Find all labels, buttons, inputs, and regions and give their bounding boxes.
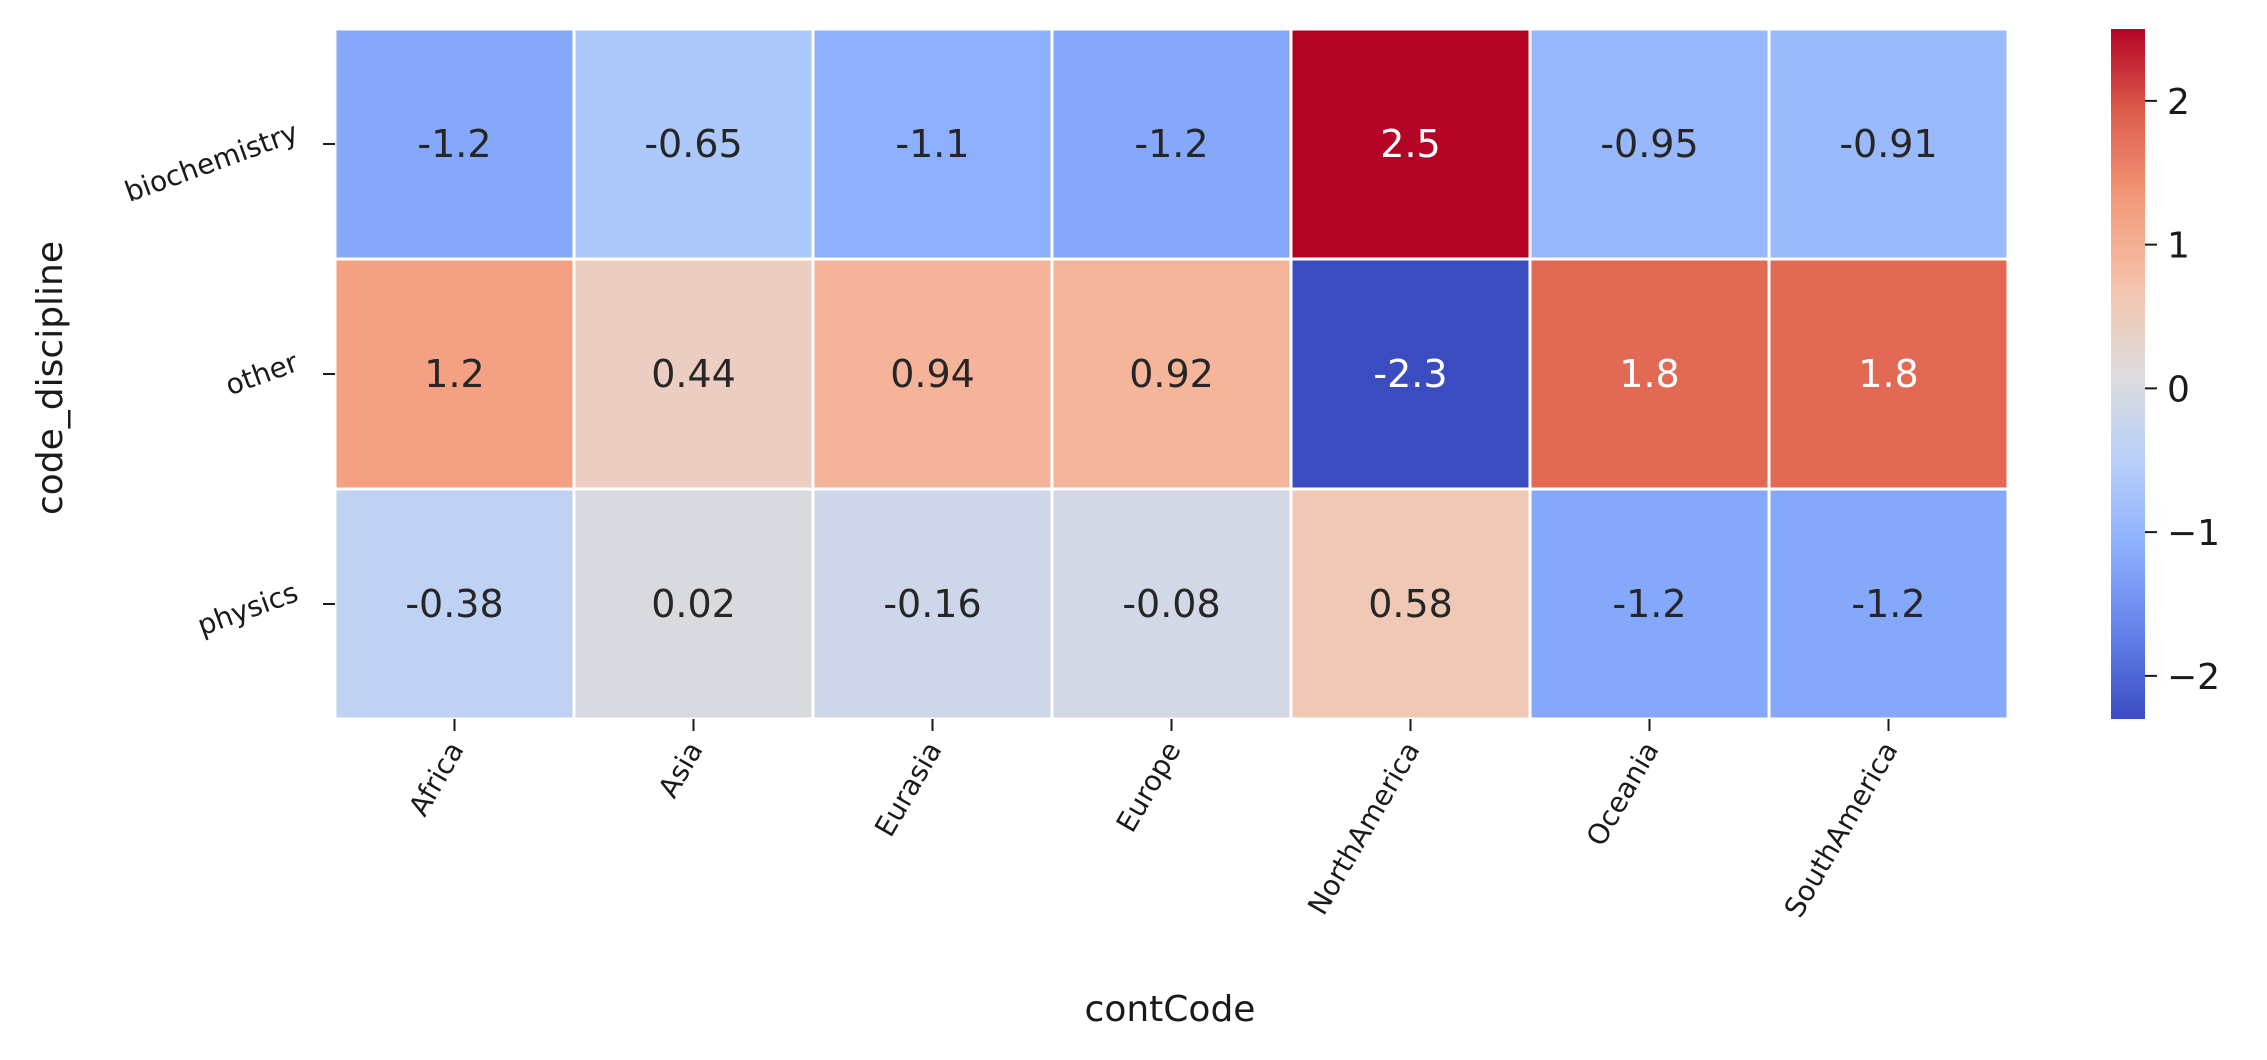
cell-value-label: -1.2 [1134, 122, 1208, 166]
heatmap-cell-physics-europe [1050, 487, 1293, 721]
heatmap-cell-physics-eurasia [811, 487, 1054, 721]
colorbar-tick-label: −2 [2167, 657, 2220, 698]
cell-value-label: 2.5 [1380, 122, 1440, 166]
heatmap-cell-biochemistry-eurasia [811, 27, 1054, 261]
heatmap-cell-other-northamerica [1289, 257, 1532, 491]
heatmap-cell-other-asia [572, 257, 815, 491]
colorbar-tick-label: 0 [2167, 369, 2190, 410]
colorbar-tick-label: −1 [2167, 513, 2220, 554]
cell-value-label: -1.2 [417, 122, 491, 166]
colorbar-tick-label: 2 [2167, 82, 2190, 123]
x-axis-label: contCode [1085, 989, 1256, 1030]
cell-value-label: 0.94 [890, 352, 975, 396]
cell-value-label: -0.08 [1122, 582, 1220, 626]
heatmap-cell-other-eurasia [811, 257, 1054, 491]
cell-value-label: 0.58 [1368, 582, 1453, 626]
heatmap-cell-biochemistry-africa [333, 27, 576, 261]
heatmap-cells: -1.2 -0.65 -1.1 -1.2 2.5 -0.95 -0.91 1.2 0.44 0.9… [333, 27, 2010, 721]
cell-value-label: -0.16 [883, 582, 981, 626]
cell-value-label: 1.8 [1858, 352, 1918, 396]
cell-value-label: 0.44 [651, 352, 736, 396]
cell-value-label: 1.2 [424, 352, 484, 396]
colorbar [2111, 29, 2145, 719]
cell-value-label: -0.65 [644, 122, 742, 166]
colorbar-ticks: 2 1 0 −1 −2 [2145, 82, 2220, 698]
heatmap-cell-other-southamerica [1767, 257, 2010, 491]
heatmap-cell-physics-northamerica [1289, 487, 1532, 721]
heatmap-cell-biochemistry-asia [572, 27, 815, 261]
heatmap-cell-other-oceania [1528, 257, 1771, 491]
cell-value-label: -1.2 [1851, 582, 1925, 626]
cell-value-label: 1.8 [1619, 352, 1679, 396]
heatmap-cell-physics-oceania [1528, 487, 1771, 721]
cell-value-label: -1.1 [895, 122, 969, 166]
cell-value-label: -0.38 [405, 582, 503, 626]
heatmap-cell-physics-southamerica [1767, 487, 2010, 721]
cell-value-label: -0.91 [1839, 122, 1937, 166]
cell-value-label: -1.2 [1612, 582, 1686, 626]
heatmap-cell-biochemistry-southamerica [1767, 27, 2010, 261]
y-axis-label: code_discipline [30, 241, 71, 515]
cell-value-label: 0.92 [1129, 352, 1214, 396]
cell-value-label: -2.3 [1373, 352, 1447, 396]
heatmap-cell-physics-africa [333, 487, 576, 721]
colorbar-tick-label: 1 [2167, 226, 2190, 267]
cell-value-label: 0.02 [651, 582, 736, 626]
cell-value-label: -0.95 [1600, 122, 1698, 166]
heatmap-cell-physics-asia [572, 487, 815, 721]
